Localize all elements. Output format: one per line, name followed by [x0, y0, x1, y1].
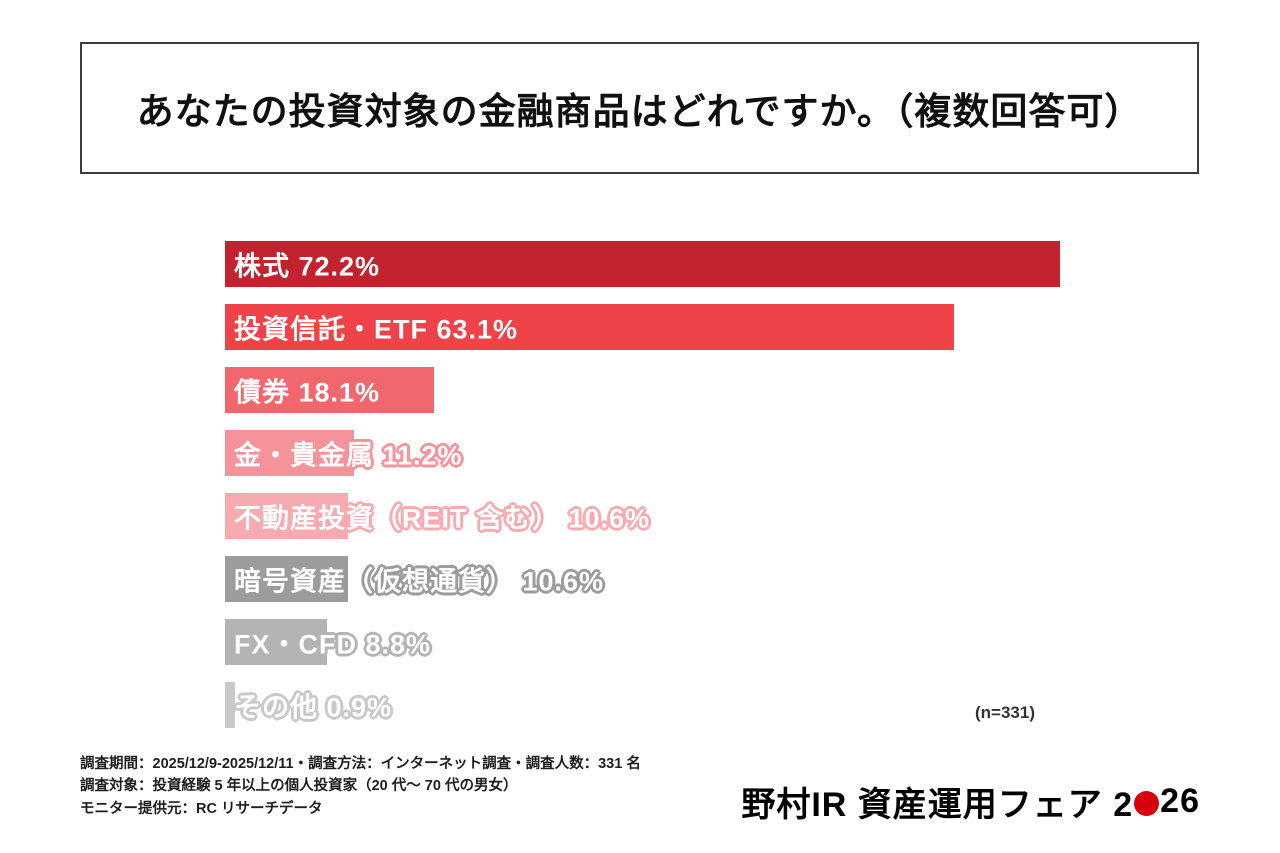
logo-text-prefix: 野村IR 資産運用フェア 2	[741, 786, 1134, 824]
bar	[225, 619, 327, 665]
bar-label: 暗号資産（仮想通貨） 10.6%	[234, 566, 605, 597]
bar-row: 株式 72.2%	[225, 241, 1225, 287]
sample-size-label: (n=331)	[975, 703, 1035, 722]
bar-chart: 株式 72.2% 投資信託・ETF 63.1% 債券 18.1% 金・貴金属 11.2…	[225, 241, 1225, 745]
nomura-ir-logo: 野村IR 資産運用フェア 2 26	[741, 777, 1200, 826]
bar-label: 債券 18.1%	[234, 377, 381, 408]
bar-label: その他 0.9%	[234, 692, 393, 723]
bar-label: 投資信託・ETF 63.1%	[234, 314, 519, 345]
logo-red-dot-icon	[1134, 791, 1160, 816]
bar	[225, 682, 236, 728]
bar-row: 不動産投資（REIT 含む） 10.6%	[225, 493, 1225, 539]
footnote-monitor: モニター提供元：RC リサーチデータ	[80, 800, 323, 817]
bar	[225, 493, 348, 539]
bar-row: FX・CFD 8.8%	[225, 619, 1225, 665]
bar	[225, 367, 435, 413]
survey-footnotes: 調査期間：2025/12/9-2025/12/11・調査方法：インターネット調査…	[80, 753, 641, 820]
bar	[225, 304, 955, 350]
bar	[225, 241, 1060, 287]
question-title-box: あなたの投資対象の金融商品はどれですか。（複数回答可）	[80, 42, 1199, 174]
bar	[225, 556, 348, 602]
bar-label: 不動産投資（REIT 含む） 10.6%	[234, 503, 651, 534]
bar-row: 債券 18.1%	[225, 367, 1225, 413]
bar-row: 暗号資産（仮想通貨） 10.6%	[225, 556, 1225, 602]
bar-label: FX・CFD 8.8%	[234, 629, 432, 660]
bar-label: 金・貴金属 11.2%	[234, 440, 463, 471]
footnote-period: 調査期間：2025/12/9-2025/12/11・調査方法：インターネット調査…	[80, 756, 641, 772]
logo-text-suffix: 26	[1160, 782, 1200, 820]
bar-row: 投資信託・ETF 63.1%	[225, 304, 1225, 350]
bar-label: 株式 72.2%	[234, 251, 381, 282]
bar	[225, 430, 355, 476]
bar-row: 金・貴金属 11.2%	[225, 430, 1225, 476]
question-title: あなたの投資対象の金融商品はどれですか。（複数回答可）	[136, 91, 1143, 132]
bar-row: その他 0.9%	[225, 682, 1225, 728]
footnote-target: 調査対象：投資経験 5 年以上の個人投資家（20 代〜 70 代の男女）	[80, 778, 518, 795]
